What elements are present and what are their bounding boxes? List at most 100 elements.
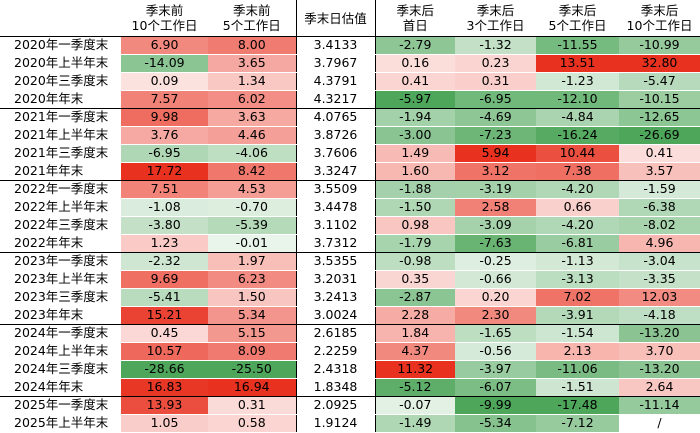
cell-post-1d: 2.28 [374,306,455,325]
cell-post-1d: -1.79 [374,234,455,253]
cell-post-10d: -8.02 [619,216,700,235]
cell-post-5d: 10.44 [536,144,619,163]
cell-post-5d: -11.55 [536,36,619,55]
cell-post-10d: -1.59 [619,180,700,199]
cell-post-1d: 0.98 [374,216,455,235]
cell-pre-5d: 5.15 [208,324,296,343]
cell-valuation: 3.4478 [295,198,375,217]
row-label: 2022年一季度末 [0,180,121,199]
cell-post-1d: 11.32 [374,360,455,379]
cell-post-5d: -3.91 [536,306,619,325]
table-row: 2023年上半年末 9.69 6.23 3.2031 0.35 -0.66 -3.13 -3.… [0,270,700,289]
row-label: 2022年三季度末 [0,216,121,235]
cell-pre-10d: 9.98 [121,108,208,127]
cell-post-1d: 0.35 [374,270,455,289]
cell-post-1d: 1.60 [374,162,455,181]
table-row: 2020年年末 7.57 6.02 4.3217 -5.97 -6.95 -12.10 -10… [0,90,700,109]
cell-pre-10d: 15.21 [121,306,208,325]
cell-post-3d: 5.94 [455,144,536,163]
cell-post-1d: -1.50 [374,198,455,217]
cell-valuation: 1.9124 [295,414,375,433]
cell-post-10d: -10.99 [619,36,700,55]
cell-pre-10d: 7.51 [121,180,208,199]
cell-post-3d: -0.25 [455,252,536,271]
cell-pre-5d: 8.09 [208,342,296,361]
cell-post-5d: 7.38 [536,162,619,181]
cell-pre-10d: -6.95 [121,144,208,163]
cell-valuation: 4.3791 [295,72,375,91]
cell-post-3d: -1.32 [455,36,536,55]
row-label: 2020年上半年末 [0,54,121,73]
cell-pre-10d: 7.57 [121,90,208,109]
cell-pre-10d: 17.72 [121,162,208,181]
cell-pre-5d: 0.58 [208,414,296,433]
cell-pre-10d: 1.23 [121,234,208,253]
table-row: 2023年一季度末 -2.32 1.97 3.5355 -0.98 -0.25 -1.13-… [0,252,700,271]
cell-pre-10d: 16.83 [121,378,208,397]
cell-post-1d: -0.98 [374,252,455,271]
cell-post-10d: -3.35 [619,270,700,289]
cell-pre-5d: 1.97 [208,252,296,271]
row-label: 2023年三季度末 [0,288,121,307]
row-label: 2022年年末 [0,234,121,253]
cell-post-10d: -10.15 [619,90,700,109]
table-row: 2023年三季度末 -5.41 1.50 3.2413 -2.87 0.20 7.02 12.… [0,288,700,307]
cell-post-3d: -0.66 [455,270,536,289]
cell-post-3d: 2.30 [455,306,536,325]
cell-pre-5d: 16.94 [208,378,296,397]
cell-pre-5d: -0.70 [208,198,296,217]
cell-pre-5d: 1.34 [208,72,296,91]
table-row: 2022年三季度末 -3.80 -5.39 3.1102 0.98 -3.09 -4.20-… [0,216,700,235]
cell-post-3d: -6.95 [455,90,536,109]
table-row: 2023年年末 15.21 5.34 3.0024 2.28 2.30 -3.91 -4.18 [0,306,700,325]
cell-post-5d: -1.23 [536,72,619,91]
table-row: 2020年三季度末 0.09 1.34 4.3791 0.41 0.31 -1.23 -5.4… [0,72,700,91]
cell-post-10d: -4.18 [619,306,700,325]
cell-post-3d: 0.23 [455,54,536,73]
row-label: 2024年三季度末 [0,360,121,379]
cell-post-5d: 0.66 [536,198,619,217]
cell-pre-10d: -28.66 [121,360,208,379]
cell-post-5d: -4.20 [536,180,619,199]
cell-post-3d: -9.99 [455,396,536,415]
cell-post-10d: 2.64 [619,378,700,397]
cell-post-1d: 1.84 [374,324,455,343]
row-label: 2021年年末 [0,162,121,181]
cell-post-10d: / [619,414,700,433]
header-post-3d: 季末后 3个工作日 [455,0,536,37]
cell-valuation: 3.2031 [295,270,375,289]
cell-pre-5d: -25.50 [208,360,296,379]
cell-post-10d: 4.96 [619,234,700,253]
cell-pre-10d: -1.08 [121,198,208,217]
cell-post-5d: -4.20 [536,216,619,235]
cell-post-10d: -13.20 [619,324,700,343]
cell-post-5d: -3.13 [536,270,619,289]
cell-valuation: 3.4133 [295,36,375,55]
table-row: 2021年一季度末 9.98 3.63 4.0765 -1.94 -4.69 -4.84 -1… [0,108,700,127]
cell-post-5d: -4.84 [536,108,619,127]
cell-post-10d: -13.20 [619,360,700,379]
cell-valuation: 3.5355 [295,252,375,271]
row-label: 2025年上半年末 [0,414,121,433]
table-row: 2025年一季度末 13.93 0.31 2.0925 -0.07 -9.99 -17.48… [0,396,700,415]
row-label: 2021年三季度末 [0,144,121,163]
cell-pre-5d: 0.31 [208,396,296,415]
cell-pre-10d: 0.45 [121,324,208,343]
header-post-1d: 季末后 首日 [374,0,455,37]
row-label: 2020年三季度末 [0,72,121,91]
cell-pre-5d: 8.00 [208,36,296,55]
cell-post-3d: 2.58 [455,198,536,217]
row-label: 2023年年末 [0,306,121,325]
table-row: 2024年上半年末 10.57 8.09 2.2259 4.37 -0.56 2.13 3.7… [0,342,700,361]
cell-post-5d: -7.12 [536,414,619,433]
cell-pre-5d: 5.34 [208,306,296,325]
header-pre-10d: 季末前 10个工作日 [121,0,208,37]
row-label: 2022年上半年末 [0,198,121,217]
header-post-10d: 季末后 10个工作日 [619,0,700,37]
cell-pre-10d: 10.57 [121,342,208,361]
cell-pre-5d: 4.53 [208,180,296,199]
cell-post-1d: -1.49 [374,414,455,433]
cell-pre-10d: -14.09 [121,54,208,73]
cell-post-10d: 3.57 [619,162,700,181]
cell-post-3d: -7.23 [455,126,536,145]
